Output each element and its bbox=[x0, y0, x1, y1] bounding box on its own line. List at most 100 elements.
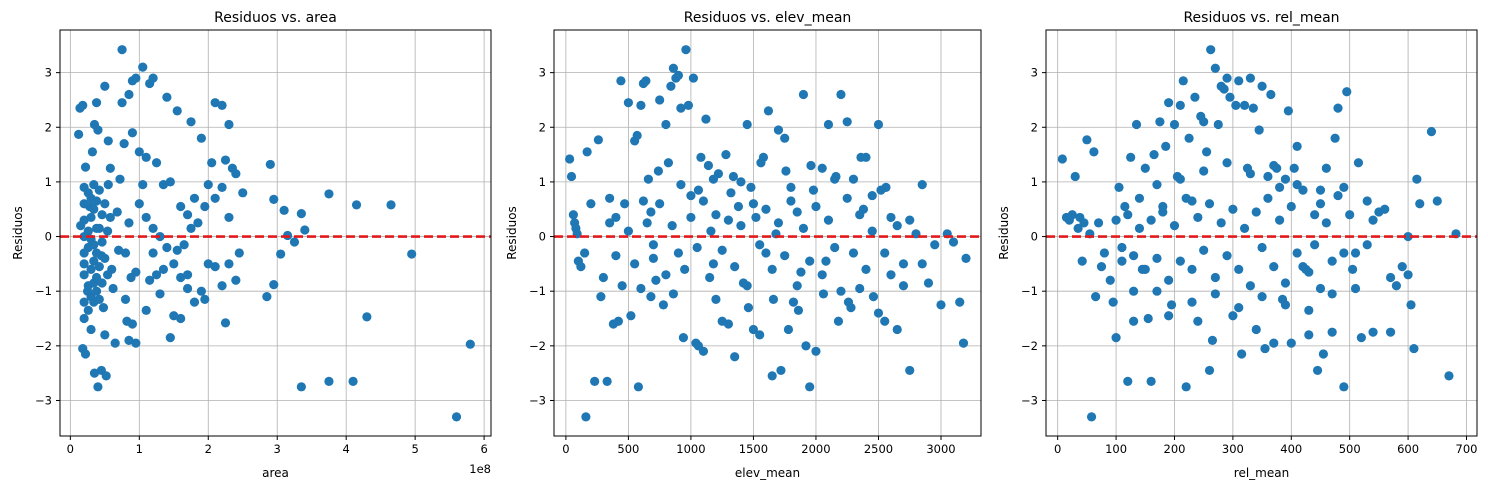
data-point bbox=[805, 256, 815, 266]
data-point bbox=[1228, 204, 1238, 214]
subplot-area: 0 1 2 3 4 5 6 −3 −2 −1 0 1 2 3 Residuos vs. area area Re… bbox=[11, 10, 492, 480]
data-point bbox=[1280, 174, 1291, 184]
data-point bbox=[1353, 158, 1364, 168]
data-point bbox=[767, 264, 777, 274]
data-point bbox=[186, 117, 196, 127]
data-point bbox=[176, 272, 186, 283]
data-point bbox=[86, 324, 96, 335]
data-point bbox=[203, 180, 213, 190]
y-tick-label: 0 bbox=[539, 230, 546, 244]
data-point bbox=[1415, 199, 1425, 209]
data-point bbox=[711, 294, 721, 304]
data-point bbox=[1266, 89, 1276, 100]
data-point bbox=[231, 169, 241, 179]
data-point bbox=[1321, 218, 1331, 228]
data-point bbox=[703, 160, 714, 171]
data-point bbox=[867, 190, 877, 201]
data-point bbox=[751, 212, 761, 223]
data-point bbox=[120, 294, 131, 304]
data-point bbox=[1257, 292, 1267, 302]
data-point bbox=[786, 196, 796, 206]
data-point bbox=[651, 275, 661, 285]
x-tick-label: 2500 bbox=[864, 442, 893, 456]
data-point bbox=[566, 171, 577, 182]
data-point bbox=[296, 209, 306, 219]
data-point bbox=[1280, 300, 1291, 310]
data-point bbox=[138, 62, 148, 72]
data-point bbox=[1199, 166, 1209, 176]
data-point bbox=[1129, 251, 1139, 261]
data-point bbox=[1082, 135, 1092, 145]
data-point bbox=[867, 226, 877, 236]
x-tick-label: 3000 bbox=[926, 442, 955, 456]
data-point bbox=[97, 210, 107, 220]
data-point bbox=[1079, 218, 1089, 228]
data-point bbox=[611, 212, 621, 223]
data-point bbox=[611, 251, 621, 261]
data-point bbox=[210, 98, 220, 108]
x-tick-label: 1500 bbox=[739, 442, 768, 456]
data-point bbox=[112, 207, 122, 217]
data-point bbox=[1164, 275, 1174, 285]
data-point bbox=[348, 376, 358, 386]
data-point bbox=[98, 302, 109, 313]
data-point bbox=[641, 76, 651, 86]
data-point bbox=[134, 199, 144, 209]
data-point bbox=[605, 193, 615, 203]
data-point bbox=[568, 210, 578, 220]
data-point bbox=[1199, 245, 1209, 255]
data-point bbox=[238, 188, 248, 198]
data-point bbox=[590, 376, 600, 386]
data-point bbox=[623, 98, 633, 108]
data-point bbox=[681, 45, 691, 55]
data-point bbox=[1213, 119, 1223, 130]
data-point bbox=[176, 313, 186, 324]
data-point bbox=[696, 152, 706, 162]
data-point bbox=[646, 292, 656, 302]
data-point bbox=[1239, 223, 1250, 233]
x-axis-label: rel_mean bbox=[1234, 466, 1289, 480]
data-point bbox=[127, 319, 138, 329]
data-point bbox=[86, 264, 96, 274]
data-point bbox=[917, 180, 927, 190]
data-point bbox=[1210, 63, 1220, 73]
data-point bbox=[755, 330, 765, 340]
data-point bbox=[1178, 76, 1188, 86]
y-tick-label: −1 bbox=[1021, 284, 1038, 298]
data-point bbox=[898, 281, 909, 291]
x-tick-label: 4 bbox=[343, 442, 350, 456]
data-point bbox=[1315, 283, 1326, 294]
x-tick-label: 0 bbox=[1054, 442, 1061, 456]
data-point bbox=[743, 302, 754, 313]
data-point bbox=[1166, 300, 1177, 310]
data-point bbox=[141, 152, 151, 162]
data-point bbox=[83, 305, 93, 315]
data-point bbox=[686, 190, 696, 201]
data-point bbox=[1321, 163, 1331, 173]
data-point bbox=[151, 158, 162, 168]
data-point bbox=[892, 324, 902, 335]
data-point bbox=[1310, 210, 1320, 220]
data-point bbox=[755, 240, 765, 250]
plot-background bbox=[60, 30, 491, 436]
data-point bbox=[855, 210, 865, 220]
data-point bbox=[861, 264, 871, 274]
data-point bbox=[693, 185, 704, 195]
data-point bbox=[1117, 242, 1127, 253]
data-point bbox=[1199, 117, 1209, 127]
data-point bbox=[868, 292, 879, 302]
data-point bbox=[648, 240, 659, 250]
data-point bbox=[89, 240, 99, 250]
data-point bbox=[362, 312, 372, 322]
data-point bbox=[1292, 248, 1302, 258]
data-point bbox=[623, 226, 633, 236]
data-point bbox=[189, 193, 200, 203]
y-tick-label: −3 bbox=[35, 393, 52, 407]
data-point bbox=[905, 365, 915, 376]
x-tick-label: 600 bbox=[1397, 442, 1419, 456]
data-point bbox=[102, 270, 113, 280]
data-point bbox=[668, 289, 679, 299]
data-point bbox=[598, 272, 608, 283]
data-point bbox=[581, 412, 591, 422]
data-point bbox=[1210, 289, 1220, 299]
